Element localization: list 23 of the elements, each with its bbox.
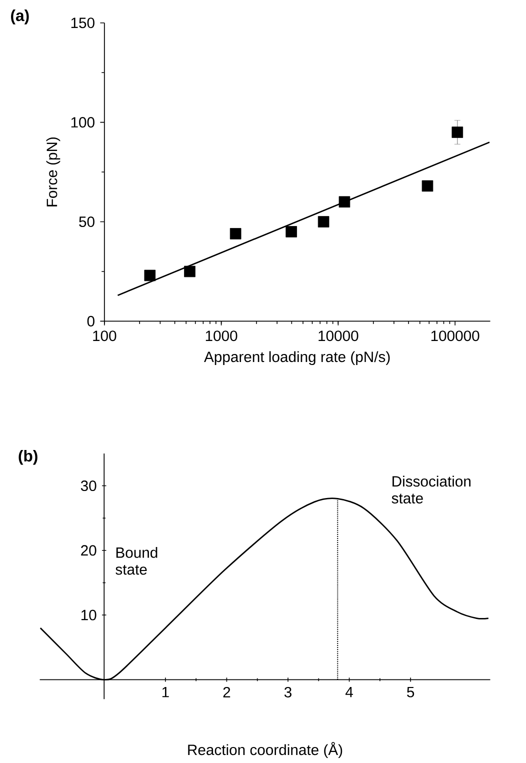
x-tick-label: 10000 — [318, 330, 358, 342]
x-axis-title: Apparent loading rate (pN/s) — [204, 351, 390, 366]
y-tick-label: 50 — [79, 216, 94, 228]
y-tick-label: 100 — [71, 117, 94, 128]
x-tick-label: 4 — [345, 686, 353, 698]
x-tick-label: 100 — [93, 330, 116, 342]
x-tick-label: 2 — [223, 686, 230, 698]
y-axis-title: Force (pN) — [46, 137, 60, 206]
x-tick-label: 1 — [162, 686, 169, 698]
x-tick-label: 5 — [407, 686, 414, 698]
y-tick-label: 20 — [81, 545, 96, 556]
x-tick-label: 1000 — [206, 330, 238, 342]
y-tick-label: 150 — [71, 18, 94, 28]
y-tick-label: 30 — [80, 480, 96, 492]
y-tick-label: 0 — [87, 316, 94, 326]
x-tick-label: 100000 — [431, 330, 480, 342]
x-axis-title: Reaction coordinate (Å) — [188, 742, 342, 758]
annotation: Bound state — [116, 546, 158, 575]
chart-title: (b) — [18, 450, 38, 465]
annotation: Dissociation state — [392, 476, 470, 504]
y-tick-label: 10 — [81, 610, 96, 620]
x-tick-label: 3 — [284, 686, 292, 698]
chart-title: (a) — [11, 10, 29, 24]
